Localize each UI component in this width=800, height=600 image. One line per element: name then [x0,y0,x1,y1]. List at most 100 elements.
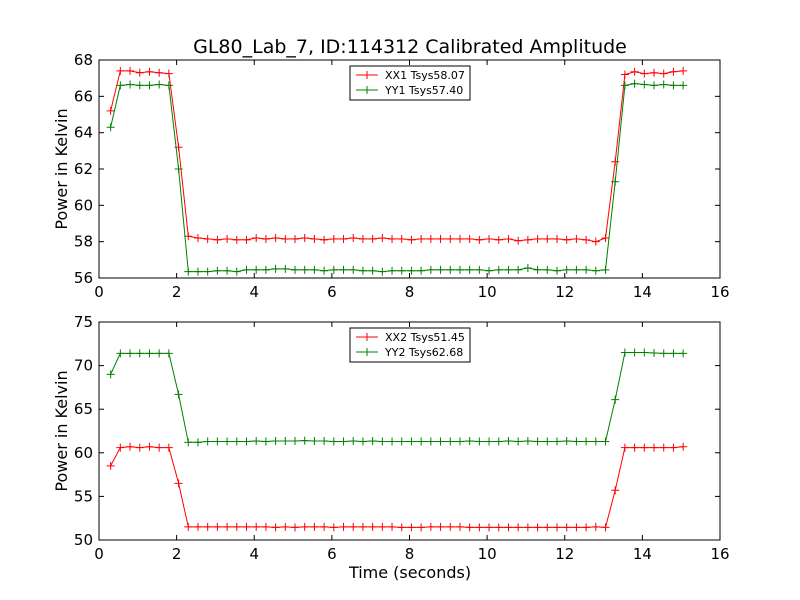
plot-bottom-series-1-point [630,348,639,357]
plot-top-series-0-point [407,235,416,244]
plot-bottom-series-1-point [281,437,290,446]
plot-bottom-series-1-point [417,437,426,446]
plot-top-series-0-point [455,234,464,243]
plot-bottom-series-0-point [106,461,115,470]
plot-bottom-series-1-point [669,349,678,358]
plot-top-series-0-point [193,234,202,243]
plot-top-series-1-point [271,264,280,273]
plot-top-xtick-label: 12 [555,283,574,301]
plot-bottom-series-1-point [601,437,610,446]
plot-top-series-1-point [388,266,397,275]
plot-top-series-1-point [300,265,309,274]
plot-top-xtick-label: 16 [710,283,729,301]
plot-top-series-1-point [485,266,494,275]
plot-top-series-1-point [669,81,678,90]
plot-top-series-1-point [455,265,464,274]
plot-bottom-series-1-point [640,348,649,357]
plot-bottom-series-0-point [164,443,173,452]
plot-top-series-1-point [533,265,542,274]
plot-top-ytick-label: 64 [74,124,93,142]
plot-top-series-0-point [184,232,193,241]
plot-top-series-1-point [339,265,348,274]
plot-top-series-1-point [475,265,484,274]
plot-top-series-1-point [446,265,455,274]
plot-bottom-series-0-point [388,522,397,531]
plot-bottom-xtick-label: 16 [710,545,729,563]
plot-top-series-1-point [252,265,261,274]
plot-bottom-series-1-point [271,437,280,446]
plot-top-series-0-point [281,234,290,243]
plot-top-series-1-point [591,266,600,275]
plot-top-series-0-point [135,68,144,77]
plot-top-series-1-point [407,266,416,275]
plot-bottom-series-0-point [116,443,125,452]
plot-top-series-0-point [562,235,571,244]
plot-bottom-series-0-point [514,523,523,532]
plot-bottom-legend-marker [363,348,371,356]
plot-bottom-series-1-point [329,437,338,446]
plot-bottom-series-0-point [630,443,639,452]
plot-top-series-0-point [620,70,629,79]
plot-bottom-series-0-point [504,523,513,532]
plot-bottom-series-1-point [339,437,348,446]
plot-bottom-legend-marker [363,333,371,341]
plot-bottom-series-0-point [669,443,678,452]
plot-top-series-0-point [504,234,513,243]
plot-bottom-series-0-point [475,523,484,532]
plot-top-series-1-point [349,265,358,274]
plot-top-xtick-label: 10 [478,283,497,301]
plot-bottom-series-0-point [213,522,222,531]
plot-bottom-series-0-point [271,523,280,532]
plot-top-series-1-point [465,265,474,274]
plot-top-marks [106,66,688,276]
plot-bottom-series-0-point [650,443,659,452]
plot-top-series-1-point [203,267,212,276]
plot-bottom-series-1-point [543,437,552,446]
plot-bottom-series-1-point [116,349,125,358]
plot-top-series-1-point [679,81,688,90]
plot-bottom-series-1-point [650,348,659,357]
plot-top-series-0-point [368,234,377,243]
plot-top-series-0-point [659,69,668,78]
plot-bottom-series-0-point [601,523,610,532]
plot-bottom-series-1-point [455,437,464,446]
plot-bottom-series-0-point [446,522,455,531]
plot-top-series-0-point [106,106,115,115]
plot-top-series-0-point [242,235,251,244]
plot-top-series-1-point [261,265,270,274]
plot-top-ytick-label: 68 [74,51,93,69]
plot-top-series-0-point [223,234,232,243]
plot-top-series-0-point [116,66,125,75]
plot-top-series-0-point [397,234,406,243]
plot-top-ytick-label: 66 [74,87,93,105]
plot-bottom-series-0-point [582,523,591,532]
plot-top-series-0-point [320,235,329,244]
plot-top-series-1-point [184,267,193,276]
plot-bottom-series-0-point [397,523,406,532]
plot-top-series-0-point [232,235,241,244]
plot-bottom-series-1-point [504,437,513,446]
plot-top-series-1-point [378,267,387,276]
plot-top-series-0-point [378,234,387,243]
plot-bottom-legend: XX2 Tsys51.45 YY2 Tsys62.68 [349,327,471,363]
plot-bottom-series-1-point [203,437,212,446]
plot-bottom-series-1-point [514,437,523,446]
plot-top-series-0-point [252,234,261,243]
plot-bottom-series-1-point [184,438,193,447]
plot-top-xtick-label: 8 [405,283,415,301]
plot-top-series-0-point [485,234,494,243]
plot-bottom-series-0-point [300,522,309,531]
plot-bottom-series-1-point [252,437,261,446]
plot-bottom-series-1-point [193,438,202,447]
plot-top-series-1-point [281,264,290,273]
plot-bottom-xtick-label: 2 [172,545,182,563]
plot-top-ytick-label: 58 [74,233,93,251]
plot-bottom-series-1-point [358,437,367,446]
plot-bottom-xtick-label: 6 [327,545,337,563]
plot-bottom-series-0-point [562,523,571,532]
plot-top-series-1-point [514,265,523,274]
plot-bottom-series-1-point [582,437,591,446]
plot-top-series-0-point [349,234,358,243]
plot-top-series-0-point [417,234,426,243]
plot-bottom-xtick-label: 10 [478,545,497,563]
